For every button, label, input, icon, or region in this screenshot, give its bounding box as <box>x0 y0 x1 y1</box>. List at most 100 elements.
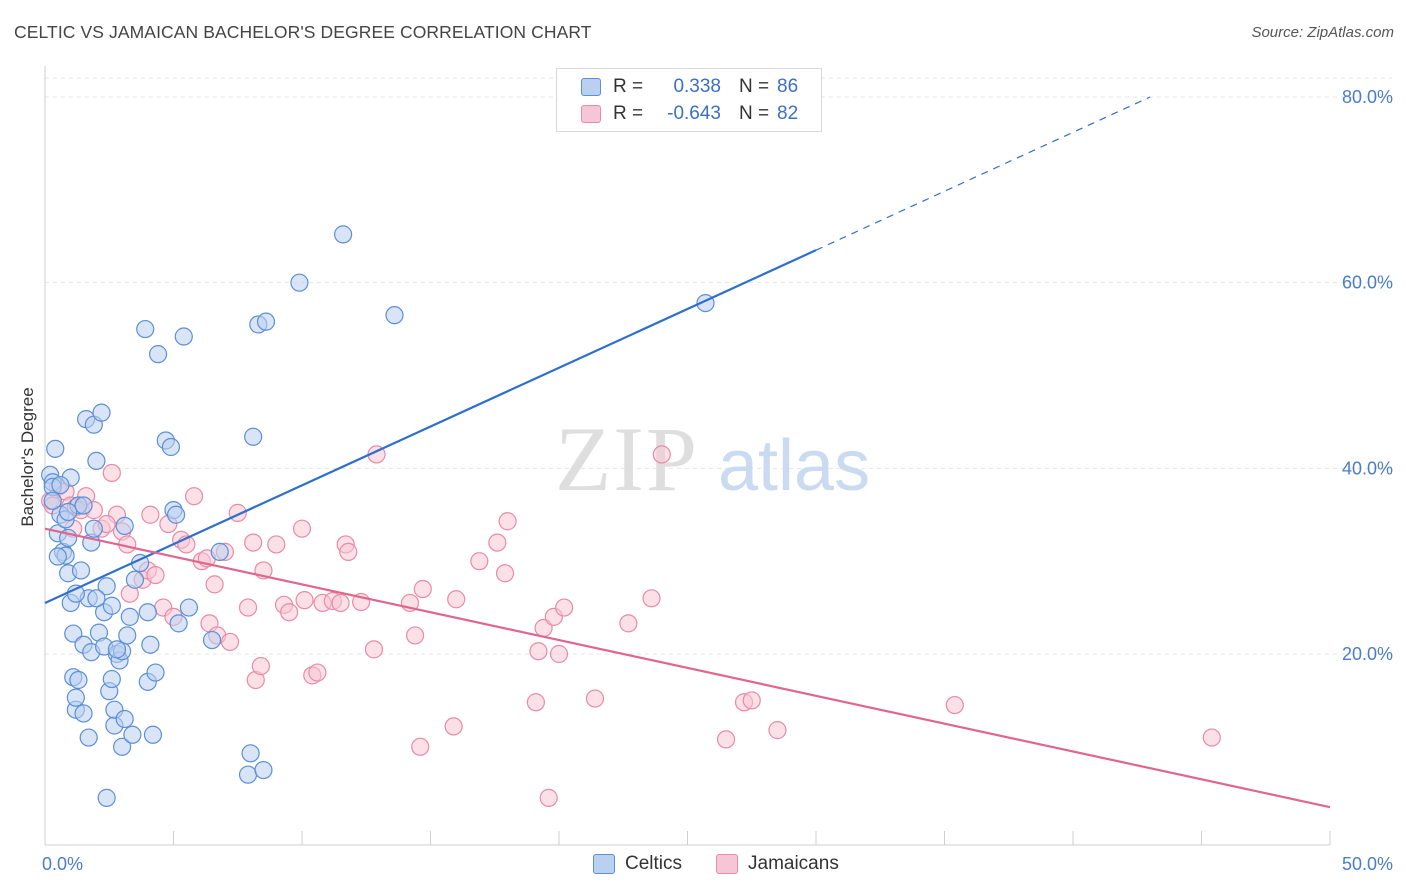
celtics-point-27 <box>84 519 103 538</box>
jamaicans-point-37 <box>267 535 286 554</box>
jamaicans-point-54 <box>413 579 432 599</box>
jamaicans-point-69 <box>585 689 605 708</box>
celtics-point-63 <box>174 327 193 346</box>
y-tick-label-0: 20.0% <box>1342 644 1393 664</box>
bottom-legend-jamaicans: Jamaicans <box>716 851 839 877</box>
celtics-point-24 <box>79 728 98 747</box>
chart-title: CELTIC VS JAMAICAN BACHELOR'S DEGREE COR… <box>14 22 592 42</box>
celtics-point-49 <box>123 725 142 744</box>
jamaicans-point-32 <box>238 598 258 617</box>
celtics-point-44 <box>112 737 132 756</box>
y-axis-label: Bachelor's Degree <box>18 387 37 526</box>
celtics-point-46 <box>115 516 134 535</box>
jamaicans-point-68 <box>555 598 574 617</box>
legend: R = 0.338 N = 86 R = -0.643 N = 82 <box>556 68 822 132</box>
jamaicans-point-35 <box>251 656 270 676</box>
jamaicans-point-40 <box>292 519 312 538</box>
jamaicans-point-48 <box>339 542 358 561</box>
legend-n-label: N = <box>739 76 770 97</box>
watermark-zip: ZIP <box>555 408 699 510</box>
jamaicans-point-16 <box>141 505 160 524</box>
legend-n-value: 82 <box>777 103 799 124</box>
legend-r-value: -0.643 <box>667 103 721 124</box>
jamaicans-point-50 <box>364 640 384 659</box>
jamaicans-point-56 <box>444 717 463 736</box>
celtics-point-75 <box>385 306 404 325</box>
celtics-trend-extension <box>815 96 1151 251</box>
x-tick-label-1: 50.0% <box>1342 854 1393 874</box>
bottom-legend-label-jamaicans: Jamaicans <box>748 853 839 874</box>
jamaicans-point-55 <box>411 737 430 756</box>
jamaicans-point-63 <box>529 642 548 661</box>
celtics-point-53 <box>138 603 157 622</box>
source-label: Source: ZipAtlas.com <box>1251 24 1394 41</box>
jamaicans-point-61 <box>498 512 517 531</box>
jamaicans-point-73 <box>716 730 736 749</box>
celtics-point-19 <box>71 561 91 580</box>
celtics-point-72 <box>254 760 273 780</box>
jamaicans-point-33 <box>244 533 263 552</box>
celtics-point-62 <box>169 614 188 633</box>
jamaicans-point-70 <box>619 614 638 633</box>
celtics-point-64 <box>179 598 199 617</box>
jamaicans-point-27 <box>205 575 224 594</box>
y-tick-label-3: 80.0% <box>1342 87 1393 107</box>
jamaicans-point-62 <box>526 693 545 712</box>
legend-n-value: 86 <box>777 76 799 97</box>
jamaicans-point-76 <box>768 721 787 740</box>
axes <box>44 66 1331 846</box>
jamaicans-point-75 <box>742 691 761 710</box>
celtics-point-79 <box>87 589 106 608</box>
trend-lines <box>44 96 1331 809</box>
celtics-point-84 <box>107 640 127 659</box>
celtics-point-45 <box>115 709 134 729</box>
celtics-point-69 <box>244 427 263 446</box>
jamaicans-point-46 <box>331 593 350 613</box>
celtics-point-51 <box>136 319 155 339</box>
legend-r-label: R = <box>613 103 644 124</box>
bottom-legend-swatch-pink <box>716 854 738 874</box>
celtics-point-48 <box>120 607 139 626</box>
legend-row-celtics: R = 0.338 N = 86 <box>581 73 798 101</box>
bottom-legend-swatch-blue <box>593 854 615 874</box>
celtics-point-68 <box>241 744 260 763</box>
jamaicans-point-43 <box>308 663 327 682</box>
jamaicans-point-60 <box>495 564 515 583</box>
jamaicans-point-57 <box>447 590 466 609</box>
celtics-point-17 <box>69 670 88 690</box>
celtics-point-21 <box>74 704 93 723</box>
celtics-point-29 <box>87 451 106 471</box>
jamaicans-point-78 <box>1202 728 1221 747</box>
celtics-point-54 <box>141 635 160 654</box>
jamaicans-point-59 <box>488 533 507 552</box>
jamaicans-point-53 <box>405 626 425 645</box>
celtics-point-57 <box>148 345 168 364</box>
celtics-point-80 <box>43 491 62 510</box>
celtics-point-66 <box>210 542 229 561</box>
y-tick-label-1: 40.0% <box>1342 458 1393 478</box>
celtics-point-73 <box>290 273 309 292</box>
celtics-point-59 <box>161 437 181 457</box>
celtics-point-65 <box>202 630 222 650</box>
celtics-points <box>41 225 715 807</box>
jamaicans-point-41 <box>295 591 314 610</box>
celtics-point-77 <box>48 547 67 566</box>
celtics-point-81 <box>51 475 70 495</box>
legend-n-label: N = <box>739 103 770 124</box>
celtics-point-74 <box>334 225 353 244</box>
y-tick-label-2: 60.0% <box>1342 273 1393 293</box>
celtics-point-34 <box>97 788 116 807</box>
celtics-point-71 <box>256 312 276 331</box>
legend-r-label: R = <box>613 76 644 97</box>
legend-r-value: 0.338 <box>673 76 721 97</box>
celtics-point-16 <box>66 688 85 707</box>
celtics-trend-line <box>44 249 817 604</box>
tick-labels: 20.0% 40.0% 60.0% 80.0% 0.0% 50.0% <box>42 87 1393 874</box>
jamaicans-point-67 <box>549 644 569 664</box>
grid-lines <box>45 77 1392 655</box>
celtics-point-38 <box>102 669 121 689</box>
bottom-legend-celtics: Celtics <box>593 851 682 877</box>
jamaicans-point-23 <box>184 487 204 506</box>
celtics-point-67 <box>238 765 258 784</box>
